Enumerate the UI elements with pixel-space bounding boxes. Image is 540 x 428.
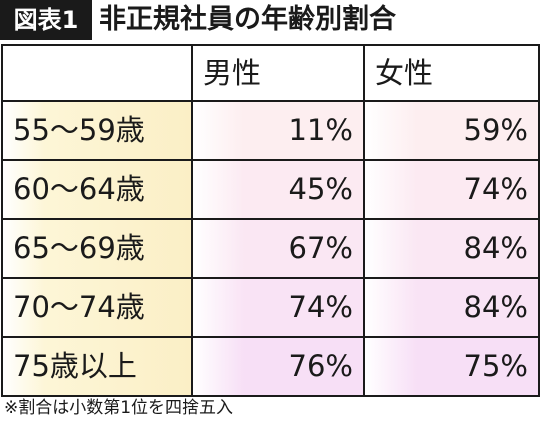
value-cell-male: 11% [191, 100, 365, 161]
table-row: 55〜59歳 11% 59% [1, 100, 540, 161]
data-table: 男性 女性 55〜59歳 11% 59% 60〜64歳 45% 74% 65〜69歳 67% 8… [1, 44, 540, 397]
row-label-cell: 60〜64歳 [1, 159, 193, 220]
title-row: 図表1 非正規社員の年齢別割合 [0, 0, 540, 46]
row-label-cell: 70〜74歳 [1, 277, 193, 338]
column-header-male: 男性 [191, 44, 365, 102]
data-table-wrap: 男性 女性 55〜59歳 11% 59% 60〜64歳 45% 74% 65〜69歳 67% 8… [1, 44, 540, 397]
value-cell-male: 67% [191, 218, 365, 279]
value-cell-female: 84% [363, 218, 540, 279]
value-cell-male: 74% [191, 277, 365, 338]
value-cell-female: 84% [363, 277, 540, 338]
value-cell-female: 74% [363, 159, 540, 220]
column-header-female: 女性 [363, 44, 540, 102]
row-label-cell: 75歳以上 [1, 336, 193, 397]
page-title: 非正規社員の年齢別割合 [99, 4, 396, 35]
value-cell-female: 59% [363, 100, 540, 161]
table-row: 75歳以上 76% 75% [1, 336, 540, 397]
corner-cell [1, 44, 193, 102]
figure-badge: 図表1 [0, 0, 92, 40]
table-row: 65〜69歳 67% 84% [1, 218, 540, 279]
table-header-row: 男性 女性 [1, 44, 540, 102]
table-row: 70〜74歳 74% 84% [1, 277, 540, 338]
row-label-cell: 65〜69歳 [1, 218, 193, 279]
value-cell-male: 45% [191, 159, 365, 220]
footnote: ※割合は小数第1位を四捨五入 [4, 398, 234, 418]
row-label-cell: 55〜59歳 [1, 100, 193, 161]
value-cell-male: 76% [191, 336, 365, 397]
table-row: 60〜64歳 45% 74% [1, 159, 540, 220]
value-cell-female: 75% [363, 336, 540, 397]
